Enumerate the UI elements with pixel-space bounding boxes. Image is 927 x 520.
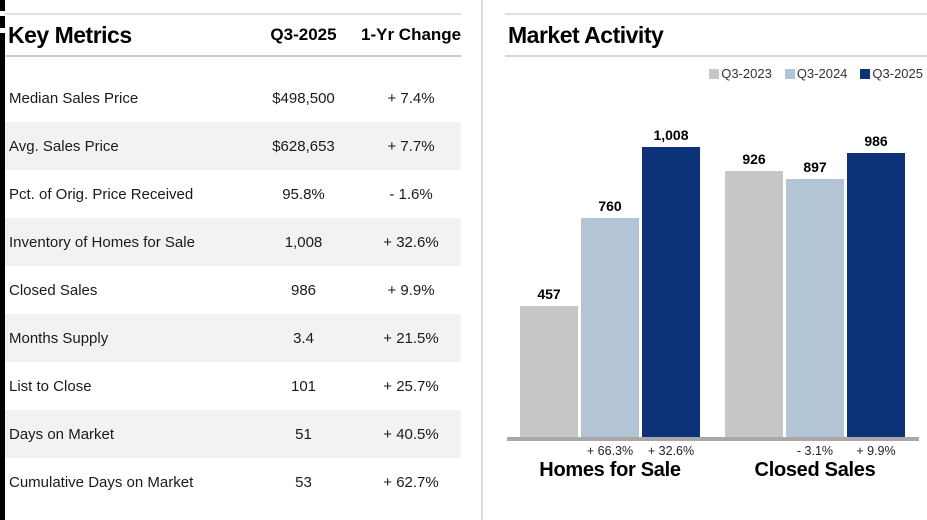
pct-change-row: - 3.1% + 9.9% <box>725 444 905 460</box>
left-edge-artifact <box>0 0 5 520</box>
metric-row: Inventory of Homes for Sale 1,008 + 32.6% <box>5 218 461 266</box>
market-activity-title: Market Activity <box>508 21 664 48</box>
bar-wrap: 760 <box>581 198 639 437</box>
metric-value: 3.4 <box>293 329 314 347</box>
metric-row: Days on Market 51 + 40.5% <box>5 410 461 458</box>
column-header-q3-2025: Q3-2025 <box>270 25 337 44</box>
metric-value: $498,500 <box>272 89 335 107</box>
metric-change: + 32.6% <box>383 233 439 251</box>
metric-value: 53 <box>295 473 312 491</box>
bar-wrap: 1,008 <box>642 127 700 437</box>
column-header-1yr-change: 1-Yr Change <box>361 25 462 44</box>
metric-value: $628,653 <box>272 137 335 155</box>
metric-row: Closed Sales 986 + 9.9% <box>5 266 461 314</box>
bar-q3-2023 <box>725 171 783 437</box>
metric-change: + 21.5% <box>383 329 439 347</box>
bar-wrap: 926 <box>725 151 783 437</box>
bar-q3-2023 <box>520 306 578 437</box>
bar-value-label: 1,008 <box>653 127 689 143</box>
legend-swatch-q3-2023 <box>709 68 720 79</box>
bar-wrap: 457 <box>520 286 578 437</box>
chart-legend: Q3-2023 Q3-2024 Q3-2025 <box>709 66 923 81</box>
metric-label: Closed Sales <box>9 281 98 299</box>
bar-chart: 457 760 1,008 + 66.3% + 32.6% Homes for Sale 9… <box>505 0 927 520</box>
bar-q3-2024 <box>786 179 844 437</box>
metric-value: 986 <box>290 281 317 299</box>
metric-label: Median Sales Price <box>9 89 139 107</box>
metric-row: Cumulative Days on Market 53 + 62.7% <box>5 458 461 506</box>
legend-label: Q3-2024 <box>796 66 848 81</box>
metric-change: + 25.7% <box>383 377 439 395</box>
metric-change: + 40.5% <box>383 425 439 443</box>
bar-group-homes-for-sale: 457 760 1,008 <box>520 127 700 437</box>
x-axis-line <box>507 437 919 441</box>
metric-row: List to Close 101 + 25.7% <box>5 362 461 410</box>
metric-value: 51 <box>295 425 312 443</box>
key-metrics-panel: Key Metrics Q3-2025 1-Yr Change Median S… <box>5 0 461 520</box>
bar-group-closed-sales: 926 897 986 <box>725 130 905 437</box>
bar-value-label: 457 <box>537 286 561 302</box>
pct-change-label: + 66.3% <box>586 444 634 458</box>
legend-item-q3-2023: Q3-2023 <box>709 66 772 81</box>
metric-row: Months Supply 3.4 + 21.5% <box>5 314 461 362</box>
metric-change: + 9.9% <box>387 281 435 299</box>
metric-row: Median Sales Price $498,500 + 7.4% <box>5 74 461 122</box>
metric-label: Pct. of Orig. Price Received <box>9 185 194 203</box>
category-label: Closed Sales <box>754 459 876 481</box>
legend-item-q3-2024: Q3-2024 <box>784 66 848 81</box>
legend-item-q3-2025: Q3-2025 <box>860 66 923 81</box>
key-metrics-title: Key Metrics <box>8 21 132 48</box>
metric-label: Inventory of Homes for Sale <box>9 233 195 251</box>
bar-value-label: 897 <box>803 159 827 175</box>
pct-change-row: + 66.3% + 32.6% <box>520 444 700 460</box>
metric-value: 101 <box>290 377 317 395</box>
legend-label: Q3-2025 <box>872 66 923 81</box>
bar-wrap: 897 <box>786 159 844 437</box>
metric-row: Pct. of Orig. Price Received 95.8% - 1.6% <box>5 170 461 218</box>
edge-notch <box>0 28 5 33</box>
bar-wrap: 986 <box>847 133 905 437</box>
edge-notch <box>0 11 5 16</box>
metric-change: + 62.7% <box>383 473 439 491</box>
bar-q3-2025 <box>847 153 905 437</box>
metric-label: List to Close <box>9 377 92 395</box>
market-activity-panel: Market Activity Q3-2023 Q3-2024 Q3-2025 45… <box>505 0 927 520</box>
metric-row: Avg. Sales Price $628,653 + 7.7% <box>5 122 461 170</box>
legend-label: Q3-2023 <box>721 66 772 81</box>
legend-swatch-q3-2025 <box>860 68 871 79</box>
metric-label: Days on Market <box>9 425 115 443</box>
key-metrics-header: Key Metrics Q3-2025 1-Yr Change <box>5 13 461 57</box>
metric-value: 1,008 <box>284 233 323 251</box>
pct-change-label: + 32.6% <box>647 444 695 458</box>
panel-divider <box>481 0 483 520</box>
legend-swatch-q3-2024 <box>784 68 795 79</box>
metric-label: Months Supply <box>9 329 109 347</box>
pct-change-label: + 9.9% <box>856 444 896 458</box>
bar-q3-2024 <box>581 218 639 437</box>
bar-value-label: 986 <box>864 133 888 149</box>
bar-value-label: 926 <box>742 151 766 167</box>
metric-change: + 7.4% <box>387 89 435 107</box>
metric-change: - 1.6% <box>389 185 433 203</box>
metric-label: Avg. Sales Price <box>9 137 119 155</box>
metric-value: 95.8% <box>282 185 325 203</box>
category-label: Homes for Sale <box>539 459 681 481</box>
market-activity-header: Market Activity <box>505 13 927 57</box>
metric-label: Cumulative Days on Market <box>9 473 194 491</box>
bar-value-label: 760 <box>598 198 622 214</box>
pct-change-label: - 3.1% <box>796 444 834 458</box>
key-metrics-table: Median Sales Price $498,500 + 7.4% Avg. Sal… <box>5 74 461 506</box>
bar-q3-2025 <box>642 147 700 437</box>
metric-change: + 7.7% <box>387 137 435 155</box>
